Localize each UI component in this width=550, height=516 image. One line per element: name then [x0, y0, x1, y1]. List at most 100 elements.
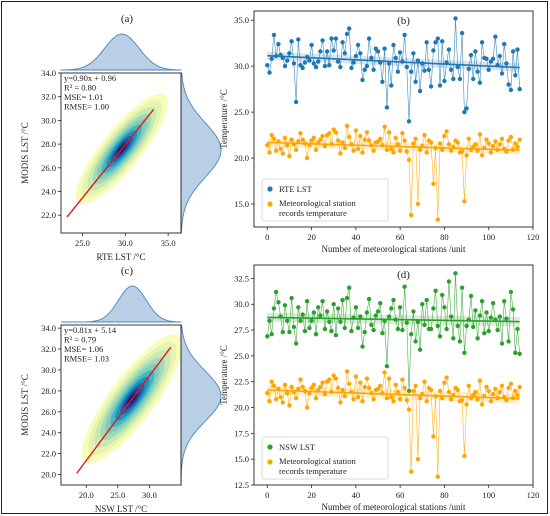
data-point: [490, 301, 496, 306]
data-point: [517, 351, 522, 356]
data-point: [510, 307, 516, 312]
data-point: [404, 320, 409, 325]
data-point: [324, 309, 330, 314]
data-point: [271, 383, 277, 388]
data-point: [371, 397, 376, 402]
data-point: [293, 396, 299, 401]
data-point: [287, 154, 292, 159]
data-point: [488, 315, 494, 320]
data-point: [515, 326, 520, 332]
data-point: [340, 387, 345, 393]
data-point: [462, 109, 467, 115]
data-point: [278, 395, 283, 400]
data-point: [333, 36, 339, 41]
x-tick-label: 20: [307, 490, 316, 500]
data-point: [271, 32, 277, 38]
data-point: [451, 144, 456, 150]
data-point: [351, 148, 356, 153]
data-point: [389, 306, 394, 311]
legend-label-1-line1: Meteorological station: [279, 198, 356, 208]
data-point: [490, 391, 496, 397]
panel-label-b: (b): [397, 15, 410, 27]
data-point: [517, 86, 522, 92]
data-point: [409, 332, 414, 337]
data-point: [413, 79, 418, 85]
data-point: [504, 398, 509, 403]
data-point: [353, 53, 359, 59]
data-point: [517, 137, 522, 142]
marginal-x-density-a: [60, 33, 182, 71]
data-point: [276, 139, 281, 144]
data-point: [302, 141, 308, 146]
data-point: [510, 49, 516, 54]
data-point: [369, 55, 374, 61]
data-point: [364, 130, 370, 135]
data-point: [440, 147, 445, 152]
data-point: [433, 40, 438, 45]
data-point: [276, 386, 281, 392]
data-point: [453, 16, 458, 21]
data-point: [446, 47, 452, 52]
data-point: [307, 390, 312, 396]
data-point: [411, 388, 416, 394]
data-point: [331, 48, 336, 53]
y-tick-label: 20.0: [41, 470, 56, 480]
y-tick-label: 22.0: [41, 449, 56, 459]
data-point: [415, 201, 421, 207]
y-tick-label: 30.0: [234, 61, 249, 71]
data-point: [276, 41, 281, 47]
data-point: [380, 331, 385, 336]
y-tick-label: 20.0: [234, 153, 249, 163]
data-point: [464, 106, 469, 111]
x-tick-label: 30.0: [118, 238, 133, 248]
data-point: [468, 52, 474, 58]
data-point: [358, 314, 363, 319]
data-point: [455, 387, 460, 393]
data-point: [422, 132, 427, 138]
data-point: [349, 142, 354, 147]
data-point: [502, 299, 507, 304]
data-point: [280, 400, 285, 405]
data-point: [269, 132, 274, 138]
data-point: [351, 60, 356, 65]
data-point: [444, 60, 449, 65]
data-point: [462, 350, 467, 355]
fit-statistic: R² = 0.79: [64, 335, 96, 345]
data-point: [364, 63, 370, 69]
data-point: [360, 399, 365, 404]
data-point: [371, 148, 376, 153]
data-point: [344, 31, 350, 37]
axes-frame-c: [60, 324, 182, 486]
data-point: [435, 323, 440, 329]
data-point: [464, 402, 469, 407]
data-point: [340, 297, 345, 303]
data-point: [497, 314, 502, 319]
data-point: [355, 42, 361, 48]
data-point: [349, 65, 354, 71]
data-point: [366, 296, 372, 302]
data-point: [493, 386, 498, 392]
data-point: [335, 306, 341, 311]
data-point: [342, 394, 347, 399]
data-point: [462, 199, 467, 204]
data-point: [304, 299, 310, 304]
data-point: [386, 61, 392, 66]
data-point: [307, 143, 312, 148]
x-tick-label: 120: [527, 490, 540, 500]
data-point: [271, 136, 277, 141]
data-point: [327, 62, 332, 68]
data-point: [471, 392, 476, 398]
data-point: [431, 306, 436, 311]
data-point: [477, 132, 483, 137]
data-point: [327, 377, 332, 382]
data-point: [302, 60, 308, 65]
data-point: [424, 399, 429, 404]
data-point: [404, 149, 409, 154]
data-point: [471, 76, 476, 82]
y-tick-label: 30.0: [234, 299, 249, 309]
data-point: [293, 99, 299, 105]
data-point: [316, 59, 321, 64]
data-point: [366, 385, 372, 391]
data-point: [488, 399, 494, 404]
data-point: [296, 386, 301, 392]
